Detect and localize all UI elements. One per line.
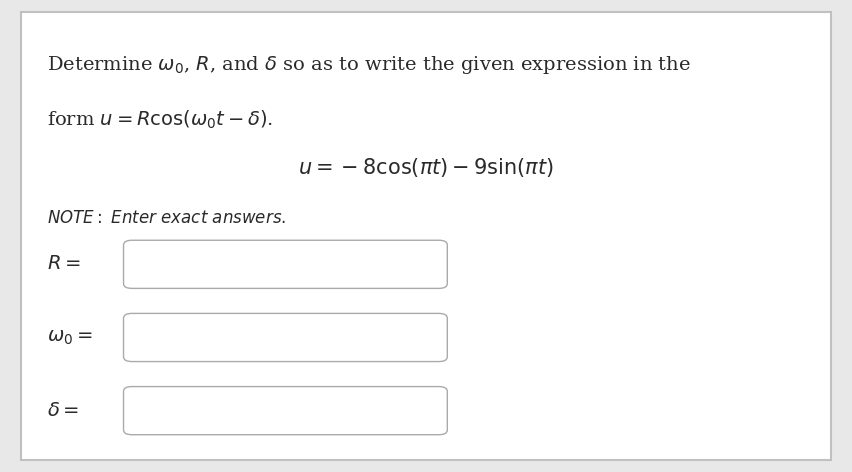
Text: $\mathit{NOTE{:}\ Enter\ exact\ answers.}$: $\mathit{NOTE{:}\ Enter\ exact\ answers.… xyxy=(47,210,286,227)
Text: $u = -8\cos(\pi t) - 9\sin(\pi t)$: $u = -8\cos(\pi t) - 9\sin(\pi t)$ xyxy=(298,156,554,179)
Text: $R =$: $R =$ xyxy=(47,255,81,273)
FancyBboxPatch shape xyxy=(124,240,447,288)
FancyBboxPatch shape xyxy=(124,313,447,362)
Text: Determine $\omega_0$, $R$, and $\delta$ so as to write the given expression in t: Determine $\omega_0$, $R$, and $\delta$ … xyxy=(47,54,691,76)
FancyBboxPatch shape xyxy=(21,12,831,460)
Text: $\omega_0 =$: $\omega_0 =$ xyxy=(47,329,93,346)
Text: $\delta =$: $\delta =$ xyxy=(47,402,79,420)
FancyBboxPatch shape xyxy=(124,387,447,435)
Text: form $u = R\cos(\omega_0 t - \delta)$.: form $u = R\cos(\omega_0 t - \delta)$. xyxy=(47,109,273,131)
